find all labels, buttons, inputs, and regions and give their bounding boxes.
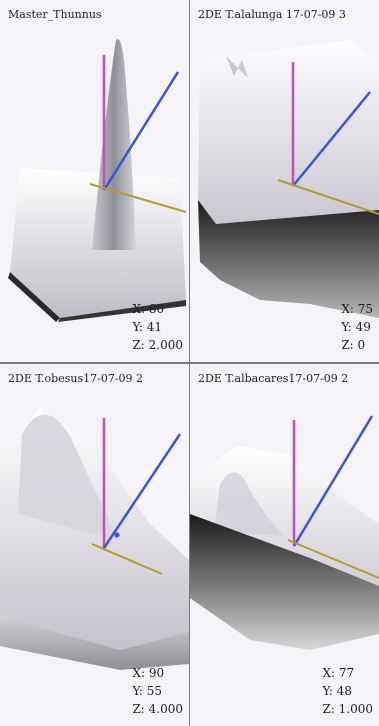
- y-readout: Y: 48: [322, 684, 353, 698]
- surface-panel-alalunga[interactable]: 2DE T.alalunga 17-07-09 3 X: 75 Y: 49 Z:…: [190, 0, 379, 362]
- surface-panel-albacares[interactable]: 2DE T.albacares17-07-09 2 X: 77 Y: 48 Z:…: [190, 364, 379, 726]
- z-readout: Z: 2.000: [132, 338, 183, 352]
- panel-title: 2DE T.obesus17-07-09 2: [8, 372, 144, 385]
- coordinate-readout: X: 75 Y: 49 Z: 0: [341, 300, 373, 354]
- x-readout: X: 75: [341, 302, 373, 316]
- coordinate-readout: X: 80 Y: 41 Z: 2.000: [132, 300, 183, 354]
- surface-plot: [8, 39, 187, 322]
- z-readout: Z: 0: [341, 338, 366, 352]
- surface-plot: [190, 415, 379, 650]
- coordinate-readout: X: 90 Y: 55 Z: 4.000: [132, 664, 183, 718]
- x-readout: X: 80: [132, 302, 165, 316]
- z-readout: Z: 4.000: [132, 702, 183, 716]
- coordinate-readout: X: 77 Y: 48 Z: 1.000: [322, 664, 373, 718]
- z-readout: Z: 1.000: [322, 702, 373, 716]
- y-readout: Y: 41: [132, 320, 163, 334]
- surface-panel-obesus[interactable]: 2DE T.obesus17-07-09 2 X: 90 Y: 55 Z: 4.…: [0, 364, 189, 726]
- surface-plot: [0, 408, 189, 670]
- surface-panel-master[interactable]: Master_Thunnus X: 80 Y: 41 Z: 2.000: [0, 0, 189, 362]
- panel-title: Master_Thunnus: [8, 8, 102, 21]
- x-readout: X: 90: [132, 666, 165, 680]
- y-readout: Y: 55: [132, 684, 163, 698]
- y-readout: Y: 49: [341, 320, 371, 334]
- surface-plot: [198, 40, 379, 318]
- panel-title: 2DE T.alalunga 17-07-09 3: [198, 8, 346, 21]
- x-readout: X: 77: [322, 666, 355, 680]
- panel-title: 2DE T.albacares17-07-09 2: [198, 372, 349, 385]
